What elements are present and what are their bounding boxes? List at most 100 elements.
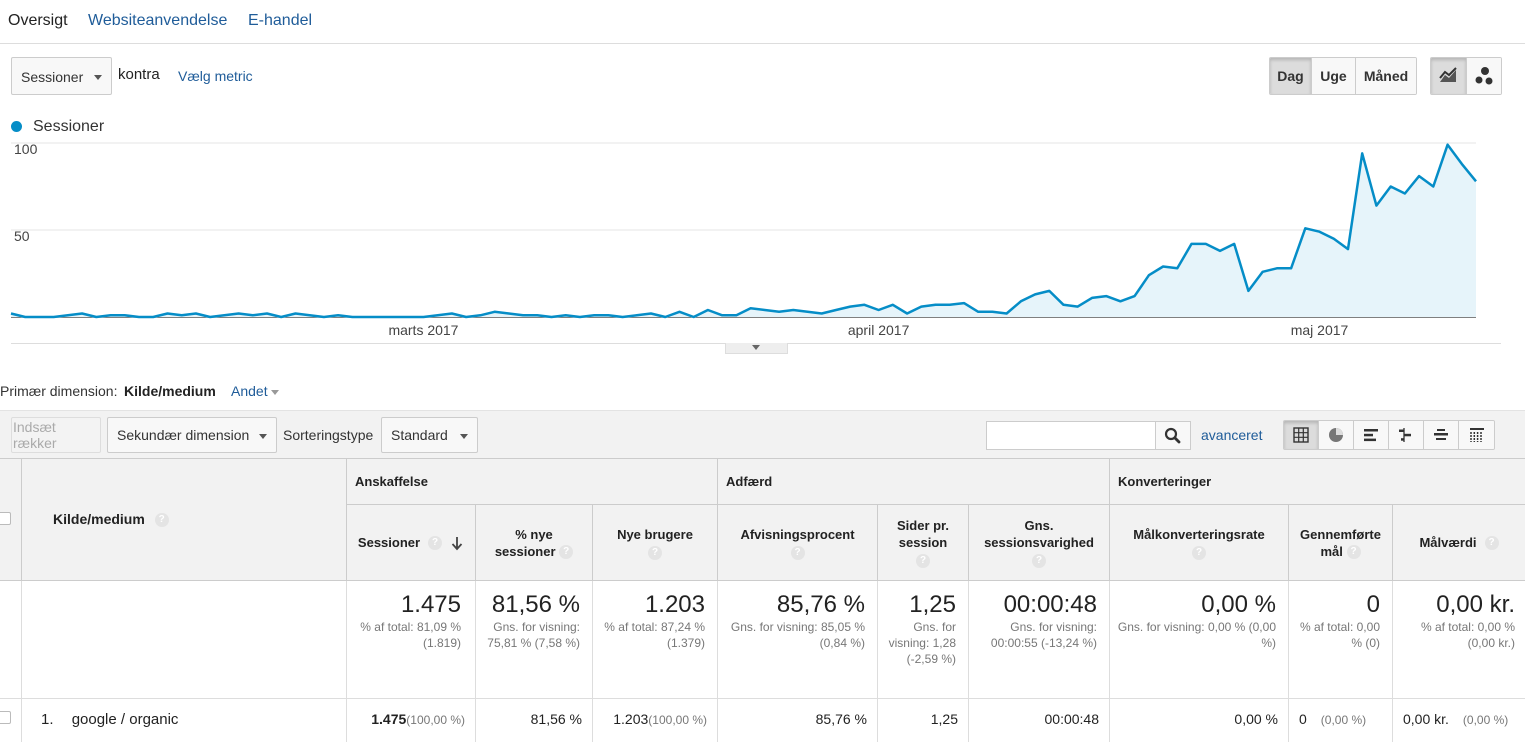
column-label: Målkonverteringsrate bbox=[1133, 526, 1265, 542]
period-week-button[interactable]: Uge bbox=[1312, 58, 1356, 94]
view-term-cloud-button[interactable] bbox=[1424, 421, 1459, 449]
advanced-filter-link[interactable]: avanceret bbox=[1201, 427, 1263, 443]
help-icon[interactable]: ? bbox=[790, 545, 805, 560]
total-value: 1.203 bbox=[644, 591, 705, 618]
help-icon[interactable]: ? bbox=[154, 513, 169, 528]
help-icon[interactable]: ? bbox=[648, 545, 662, 560]
help-icon[interactable]: ? bbox=[1032, 554, 1046, 568]
column-label: Målværdi bbox=[1419, 535, 1477, 550]
line-chart-button[interactable] bbox=[1431, 58, 1467, 94]
tab-e-handel[interactable]: E-handel bbox=[248, 12, 313, 29]
column-label: Gns. sessionsvarighed bbox=[984, 518, 1094, 550]
tab-oversigt[interactable]: Oversigt bbox=[8, 12, 68, 29]
sort-type-dropdown[interactable]: Standard bbox=[381, 417, 478, 453]
sort-descending-icon bbox=[451, 536, 463, 550]
row-checkbox[interactable] bbox=[0, 711, 11, 724]
bar-chart-icon bbox=[1364, 429, 1378, 442]
help-icon[interactable]: ? bbox=[559, 545, 574, 560]
period-toggle: Dag Uge Måned bbox=[1269, 57, 1417, 95]
help-icon[interactable]: ? bbox=[1192, 545, 1206, 560]
column-header-new-users[interactable]: Nye brugere ? bbox=[593, 505, 718, 581]
totals-spacer bbox=[0, 581, 22, 699]
insert-rows-button[interactable]: Indsæt rækker bbox=[11, 417, 101, 453]
pivot-table-icon bbox=[1469, 428, 1484, 442]
search-button[interactable] bbox=[1155, 421, 1191, 450]
help-icon[interactable]: ? bbox=[916, 554, 930, 568]
column-header-bounce-rate[interactable]: Afvisningsprocent ? bbox=[718, 505, 878, 581]
bubble-chart-icon bbox=[1475, 67, 1493, 85]
cell-value: 1.475 bbox=[371, 711, 407, 727]
total-value: 00:00:48 bbox=[1003, 591, 1097, 618]
totals-cell: 0,00 kr.% af total: 0,00 % (0,00 kr.) bbox=[1393, 581, 1525, 699]
total-value: 1.475 bbox=[400, 591, 461, 618]
column-header-pages-per-session[interactable]: Sider pr. session ? bbox=[878, 505, 969, 581]
dimension-header-label: Kilde/medium bbox=[53, 511, 145, 527]
row-dimension-link[interactable]: google / organic bbox=[71, 711, 179, 728]
secondary-dimension-dropdown[interactable]: Sekundær dimension bbox=[107, 417, 277, 453]
search-icon bbox=[1164, 427, 1181, 444]
secondary-dimension-label: Sekundær dimension bbox=[117, 427, 250, 443]
cell-percent: (100,00 %) bbox=[648, 713, 707, 727]
total-subtext: Gns. for visning: 0,00 % (0,00 %) bbox=[1117, 620, 1276, 650]
row-cell: 0,00 kr. (0,00 %) bbox=[1393, 699, 1525, 742]
period-day-button[interactable]: Dag bbox=[1270, 58, 1312, 94]
motion-chart-button[interactable] bbox=[1466, 58, 1501, 94]
period-month-button[interactable]: Måned bbox=[1356, 58, 1416, 94]
view-data-button[interactable] bbox=[1284, 421, 1319, 449]
view-pivot-button[interactable] bbox=[1459, 421, 1494, 449]
sessions-chart: 100 50 marts 2017 april 2017 maj 2017 bbox=[10, 141, 1477, 338]
column-header-goal-value[interactable]: Målværdi ? bbox=[1393, 505, 1525, 581]
cell-value: 81,56 % bbox=[530, 711, 582, 727]
column-header-session-duration[interactable]: Gns. sessionsvarighed ? bbox=[969, 505, 1110, 581]
table-search-input[interactable] bbox=[986, 421, 1156, 450]
totals-cell: 0,00 % Gns. for visning: 0,00 % (0,00 %) bbox=[1110, 581, 1289, 699]
select-all-checkbox[interactable] bbox=[0, 512, 11, 525]
table-view-toggle bbox=[1283, 420, 1495, 450]
x-tick-label: marts 2017 bbox=[388, 322, 458, 338]
cell-value: 0,00 % bbox=[1234, 711, 1278, 727]
help-icon[interactable]: ? bbox=[1484, 535, 1499, 550]
view-performance-button[interactable] bbox=[1354, 421, 1389, 449]
tab-websiteanvendelse[interactable]: Websiteanvendelse bbox=[88, 12, 228, 29]
x-tick-label: maj 2017 bbox=[1291, 322, 1349, 338]
row-cell: 85,76 % bbox=[718, 699, 878, 742]
term-cloud-icon bbox=[1434, 429, 1448, 440]
table-toolbar: Indsæt rækker Sekundær dimension Sorteri… bbox=[0, 410, 1525, 458]
help-icon[interactable]: ? bbox=[428, 535, 443, 550]
metric-dropdown[interactable]: Sessioner bbox=[11, 57, 112, 95]
column-label: % nye sessioner bbox=[494, 526, 556, 559]
view-pie-button[interactable] bbox=[1319, 421, 1354, 449]
other-dimension-label: Andet bbox=[231, 383, 268, 399]
totals-label-cell bbox=[22, 581, 347, 699]
versus-label: kontra bbox=[118, 66, 160, 83]
select-all-cell bbox=[0, 459, 22, 581]
group-header-conversions: Konverteringer bbox=[1110, 459, 1525, 505]
report-tabs: Oversigt Websiteanvendelse E-handel bbox=[0, 0, 1525, 44]
dimension-column-header[interactable]: Kilde/medium ? bbox=[22, 459, 347, 581]
view-comparison-button[interactable] bbox=[1389, 421, 1424, 449]
row-index: 1. bbox=[41, 711, 54, 728]
row-cell: 1.203(100,00 %) bbox=[593, 699, 718, 742]
column-header-new-sessions[interactable]: % nye sessioner ? bbox=[476, 505, 593, 581]
help-icon[interactable]: ? bbox=[1346, 545, 1361, 560]
total-subtext: % af total: 0,00 % (0) bbox=[1299, 620, 1380, 650]
primary-dimension-value[interactable]: Kilde/medium bbox=[124, 383, 216, 399]
column-label: Sessioner bbox=[357, 535, 421, 550]
column-header-sessions[interactable]: Sessioner ? bbox=[347, 505, 476, 581]
group-header-behavior: Adfærd bbox=[718, 459, 1110, 505]
sort-type-value: Standard bbox=[391, 427, 448, 443]
y-tick-label: 50 bbox=[14, 228, 30, 244]
choose-metric-link[interactable]: Vælg metric bbox=[178, 68, 253, 84]
row-cell: 0,00 % bbox=[1110, 699, 1289, 742]
row-cell: 1,25 bbox=[878, 699, 969, 742]
column-header-goal-completions[interactable]: Gennemførte mål ? bbox=[1289, 505, 1393, 581]
cell-percent: (100,00 %) bbox=[406, 713, 465, 727]
other-dimension-dropdown[interactable]: Andet bbox=[231, 383, 279, 399]
totals-cell: 81,56 % Gns. for visning: 75,81 % (7,58 %… bbox=[476, 581, 593, 699]
comparison-icon bbox=[1399, 428, 1411, 442]
chart-collapse-button[interactable] bbox=[725, 343, 788, 354]
column-header-goal-conversion-rate[interactable]: Målkonverteringsrate ? bbox=[1110, 505, 1289, 581]
cell-value: 85,76 % bbox=[815, 711, 867, 727]
total-value: 1,25 bbox=[909, 591, 956, 618]
totals-cell: 0% af total: 0,00 % (0) bbox=[1289, 581, 1393, 699]
